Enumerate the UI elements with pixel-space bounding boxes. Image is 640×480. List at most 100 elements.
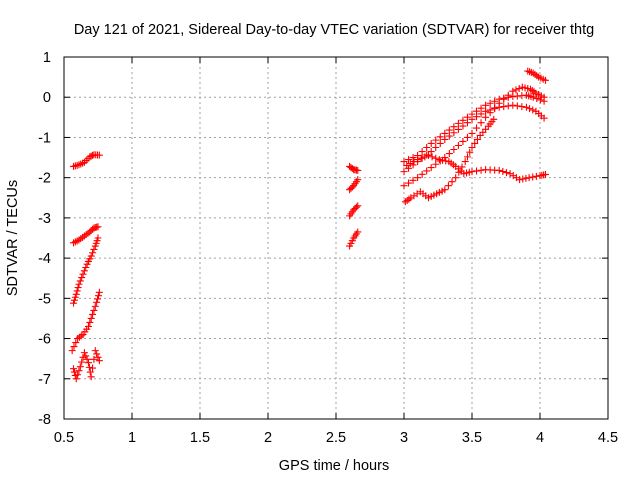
data-point: [450, 123, 458, 131]
data-point: [490, 115, 498, 123]
data-point: [445, 132, 453, 140]
data-point: [473, 135, 481, 143]
data-point: [532, 172, 540, 180]
data-point: [418, 170, 426, 178]
data-point: [541, 170, 549, 178]
data-point: [529, 106, 537, 114]
data-point: [421, 153, 429, 161]
data-point: [403, 162, 411, 170]
x-axis-label: GPS time / hours: [279, 458, 389, 474]
data-point: [70, 299, 78, 307]
data-point: [458, 163, 466, 171]
data-point: [541, 76, 549, 84]
y-tick-label: -1: [38, 130, 51, 146]
x-tick-label: 3: [400, 430, 408, 446]
data-point: [86, 318, 94, 326]
data-point: [71, 293, 79, 301]
series-seg-a1: [70, 151, 103, 170]
data-point: [89, 249, 97, 257]
data-point: [405, 179, 413, 187]
data-point: [91, 347, 99, 355]
data-point: [461, 158, 469, 166]
x-tick-label: 1: [128, 430, 136, 446]
data-points: [68, 67, 549, 383]
data-point: [463, 133, 471, 141]
data-point: [516, 176, 524, 184]
x-tick-label: 1.5: [190, 430, 210, 446]
data-point: [354, 228, 362, 236]
data-point: [540, 93, 548, 101]
data-point: [509, 101, 517, 109]
data-point: [73, 287, 81, 295]
data-point: [477, 110, 485, 118]
data-point: [94, 223, 102, 231]
data-point: [84, 359, 92, 367]
series-seg-b2: [346, 176, 362, 194]
data-point: [499, 167, 507, 175]
data-point: [482, 113, 490, 121]
data-point: [76, 363, 84, 371]
data-point: [85, 363, 93, 371]
data-point: [436, 139, 444, 147]
data-point: [512, 86, 520, 94]
data-point: [515, 85, 523, 93]
data-point: [432, 154, 440, 162]
data-point: [522, 103, 530, 111]
data-point: [432, 160, 440, 168]
data-point: [450, 146, 458, 154]
data-point: [441, 129, 449, 137]
data-point: [526, 105, 534, 113]
data-point: [409, 176, 417, 184]
data-point: [442, 157, 450, 165]
series-seg-c3: [400, 83, 548, 190]
data-point: [405, 156, 413, 164]
data-point: [473, 167, 481, 175]
data-point: [459, 122, 467, 130]
data-point: [91, 302, 99, 310]
y-axis-label: SDTVAR / TECUs: [5, 180, 21, 296]
data-point: [406, 160, 414, 168]
data-point: [409, 154, 417, 162]
data-point: [482, 101, 490, 109]
data-point: [95, 288, 103, 296]
data-point: [500, 103, 508, 111]
x-tick-label: 3.5: [462, 430, 482, 446]
data-point: [87, 252, 95, 260]
x-tick-label: 0.5: [54, 430, 74, 446]
y-tick-label: -8: [38, 412, 51, 428]
data-point: [400, 158, 408, 166]
data-point: [540, 114, 548, 122]
data-point: [533, 95, 541, 103]
data-point: [441, 186, 449, 194]
grid: [64, 57, 608, 419]
series-seg-b3: [346, 202, 362, 220]
series-seg-a2: [70, 223, 102, 247]
data-point: [486, 109, 494, 117]
data-point: [491, 97, 499, 105]
data-point: [75, 280, 83, 288]
series-seg-c2: [400, 101, 548, 176]
data-point: [448, 178, 456, 186]
data-point: [77, 160, 85, 168]
data-point: [74, 284, 82, 292]
data-point: [495, 166, 503, 174]
data-point: [89, 364, 97, 372]
series-seg-c4: [401, 115, 498, 206]
data-point: [83, 355, 91, 363]
data-point: [468, 144, 476, 151]
data-point: [432, 144, 440, 151]
data-point: [473, 124, 481, 132]
data-point: [427, 139, 435, 147]
series-seg-b1: [346, 162, 362, 174]
data-point: [444, 182, 452, 190]
data-point: [436, 133, 444, 141]
data-point: [424, 152, 432, 160]
data-point: [439, 156, 447, 164]
data-point: [423, 167, 431, 175]
data-point: [435, 156, 443, 164]
data-point: [504, 102, 512, 110]
data-point: [352, 203, 360, 211]
data-point: [75, 367, 83, 375]
series-seg-a3: [70, 234, 102, 307]
